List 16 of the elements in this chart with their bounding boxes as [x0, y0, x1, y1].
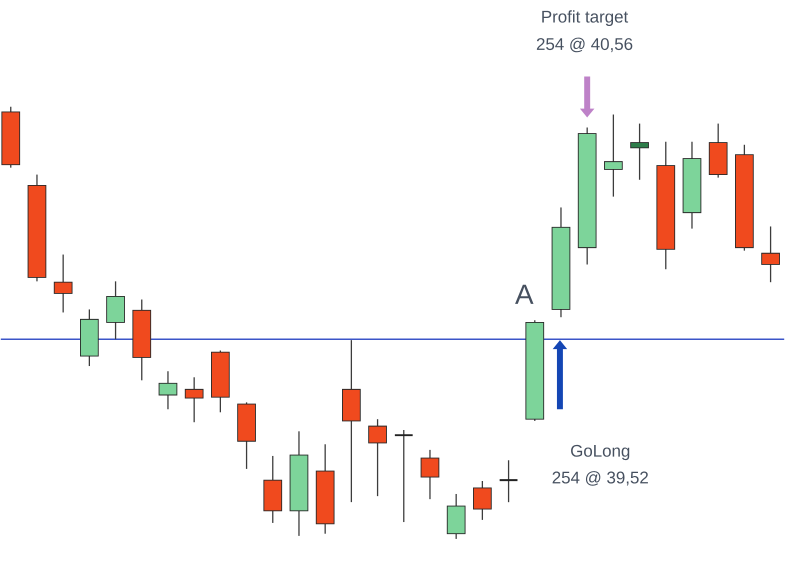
annotation: 254 @ 39,52: [552, 471, 648, 486]
candlestick: [761, 226, 780, 283]
text: Profit target: [542, 10, 628, 26]
candlestick: [394, 429, 414, 523]
candlestick: [630, 123, 649, 181]
candlestick: [420, 449, 440, 500]
text: 254 @ 40,56: [536, 38, 632, 52]
candlestick: [604, 114, 623, 198]
candlestick: [158, 370, 178, 410]
annotation: A: [515, 284, 534, 304]
candlestick: [498, 460, 518, 503]
candlestick: [184, 376, 204, 423]
annotation: GoLong: [571, 444, 630, 460]
candlestick: [368, 418, 387, 497]
candlestick: [473, 480, 492, 521]
candlestick: [54, 254, 73, 314]
